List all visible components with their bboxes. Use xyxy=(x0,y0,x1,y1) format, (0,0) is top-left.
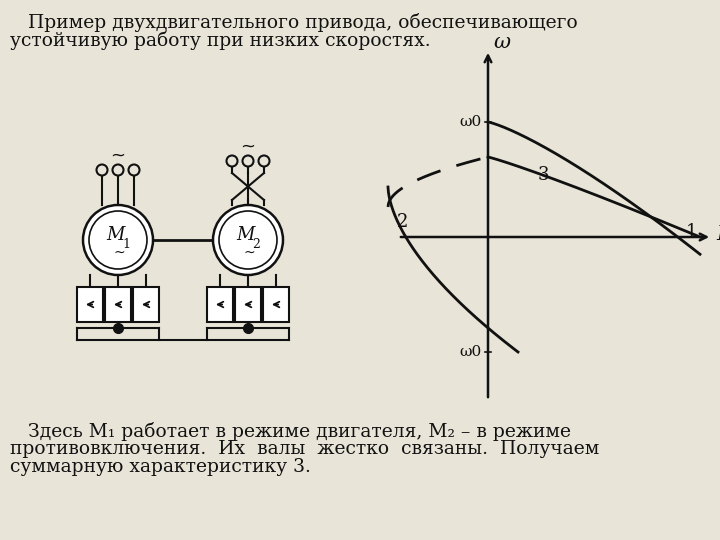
Text: ~: ~ xyxy=(240,138,256,156)
Text: ~: ~ xyxy=(113,246,125,260)
Circle shape xyxy=(258,156,269,166)
Circle shape xyxy=(128,165,140,176)
Circle shape xyxy=(227,156,238,166)
Circle shape xyxy=(213,205,283,275)
Circle shape xyxy=(83,205,153,275)
Text: ~: ~ xyxy=(110,147,125,165)
Text: суммарную характеристику 3.: суммарную характеристику 3. xyxy=(10,458,311,476)
Circle shape xyxy=(89,211,147,269)
Text: ω0: ω0 xyxy=(460,115,482,129)
FancyBboxPatch shape xyxy=(133,287,159,322)
FancyBboxPatch shape xyxy=(77,287,103,322)
Text: ω0: ω0 xyxy=(460,345,482,359)
Text: устойчивую работу при низких скоростях.: устойчивую работу при низких скоростях. xyxy=(10,31,431,50)
FancyBboxPatch shape xyxy=(263,287,289,322)
Text: ω: ω xyxy=(493,32,510,51)
FancyBboxPatch shape xyxy=(207,287,233,322)
Text: 2: 2 xyxy=(397,213,409,231)
Text: M: M xyxy=(236,226,254,244)
FancyBboxPatch shape xyxy=(105,287,131,322)
Text: M: M xyxy=(716,226,720,245)
Text: 1: 1 xyxy=(122,238,130,251)
Text: Здесь М₁ работает в режиме двигателя, М₂ – в режиме: Здесь М₁ работает в режиме двигателя, М₂… xyxy=(10,422,571,441)
Text: Пример двухдвигательного привода, обеспечивающего: Пример двухдвигательного привода, обеспе… xyxy=(10,13,577,32)
Circle shape xyxy=(243,156,253,166)
Text: 3: 3 xyxy=(537,166,549,184)
Text: 1: 1 xyxy=(686,223,698,241)
Circle shape xyxy=(96,165,107,176)
Circle shape xyxy=(112,165,124,176)
Circle shape xyxy=(219,211,277,269)
Text: 2: 2 xyxy=(252,238,260,251)
Text: ~: ~ xyxy=(243,246,255,260)
FancyBboxPatch shape xyxy=(235,287,261,322)
Text: M: M xyxy=(106,226,124,244)
Text: противовключения.  Их  валы  жестко  связаны.  Получаем: противовключения. Их валы жестко связаны… xyxy=(10,440,599,458)
